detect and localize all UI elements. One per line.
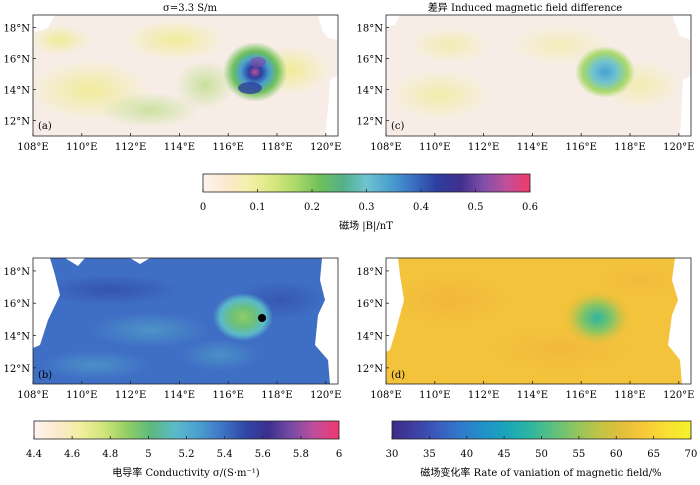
panel-c-xtick-label: 112°E	[468, 142, 499, 153]
colorbar-sigma-tick-label: 5.8	[293, 449, 309, 460]
panel-c-ytick-label: 14°N	[357, 85, 384, 96]
panel-b-ytick-label: 16°N	[4, 299, 31, 310]
colorbar-b-tick-label: 0.3	[359, 202, 375, 213]
colorbar-b-label: 磁场 |B|/nT	[339, 219, 393, 232]
panel-b-xtick-label: 116°E	[213, 390, 244, 401]
colorbar-rate-tick-label: 65	[647, 449, 660, 460]
panel-d-ytick-label: 18°N	[357, 267, 384, 278]
panel-b-ytick-label: 14°N	[4, 332, 31, 343]
panel-a-label: (a)	[38, 121, 52, 132]
panel-c-title: 差异 Induced magnetic field difference	[428, 1, 622, 14]
colorbar-sigma-tick-label: 5.4	[217, 449, 233, 460]
panel-c-ytick-label: 12°N	[357, 116, 384, 127]
eddy-center-marker	[258, 314, 266, 322]
colorbar-rate-tick-label: 40	[460, 449, 473, 460]
panel-c-xtick-label: 116°E	[566, 142, 597, 153]
panel-a-xtick-label: 114°E	[164, 142, 195, 153]
colorbar-sigma-tick-label: 5.6	[255, 449, 271, 460]
panel-b-xtick-label: 118°E	[261, 390, 292, 401]
colorbar-b-tick-label: 0.2	[304, 202, 320, 213]
colorbar-b: 0 0.1 0.2 0.3 0.4 0.5 0.6 磁场 |B|/nT	[200, 173, 538, 232]
panel-a-map	[33, 15, 338, 136]
panel-a: σ=3.3 S/m (a) 108°E 110°E 112°E 114°E 116°E 1…	[4, 3, 342, 153]
panel-d-label: (d)	[391, 370, 405, 381]
panel-a-ytick-label: 12°N	[4, 116, 31, 127]
colorbar-rate-tick-label: 55	[573, 449, 586, 460]
panel-c-ytick-label: 16°N	[357, 54, 384, 65]
panel-c-ytick-label: 18°N	[357, 23, 384, 34]
panel-b-map	[33, 258, 338, 384]
panel-c-xtick-label: 110°E	[419, 142, 450, 153]
panel-d-xtick-label: 112°E	[468, 390, 499, 401]
colorbar-b-tick-label: 0.5	[468, 202, 484, 213]
colorbar-sigma-tick-label: 4.6	[64, 449, 80, 460]
panel-d-xtick-label: 118°E	[614, 390, 645, 401]
panel-d-xtick-label: 120°E	[663, 390, 694, 401]
colorbar-sigma-label: 电导率 Conductivity σ/(S·m⁻¹)	[112, 466, 260, 479]
colorbar-rate-tick-label: 35	[423, 449, 436, 460]
colorbar-rate-tick-label: 50	[535, 449, 548, 460]
panel-a-xtick-label: 120°E	[310, 142, 341, 153]
panel-d-ytick-label: 16°N	[357, 299, 384, 310]
panel-d-xtick-label: 108°E	[370, 390, 401, 401]
colorbar-sigma-tick-label: 5.2	[179, 449, 195, 460]
panel-a-title: σ=3.3 S/m	[163, 3, 218, 14]
colorbar-sigma-tick-label: 4.8	[102, 449, 118, 460]
panel-d-ytick-label: 12°N	[357, 364, 384, 375]
colorbar-rate-label: 磁场变化率 Rate of vaniation of magnetic fiel…	[420, 466, 661, 479]
panel-b-xtick-label: 114°E	[164, 390, 195, 401]
panel-c-xtick-label: 118°E	[614, 142, 645, 153]
panel-b-xtick-label: 112°E	[115, 390, 146, 401]
colorbar-rate: 30 35 40 45 50 55 60 65 70 磁场变化率 Rate of vaniati…	[386, 420, 698, 479]
panel-d: (d) 108°E 110°E 112°E 114°E 116°E 118°E 120°E …	[357, 257, 694, 401]
panel-b-ytick-label: 12°N	[4, 364, 31, 375]
panel-b-xtick-label: 120°E	[310, 390, 341, 401]
colorbar-b-tick-label: 0.6	[522, 202, 538, 213]
panel-b: (b) 108°E 110°E 112°E 114°E 116°E 118°E 120°E …	[4, 257, 341, 401]
panel-b-label: (b)	[38, 370, 52, 381]
colorbar-rate-tick-label: 45	[498, 449, 511, 460]
panel-b-ytick-label: 18°N	[4, 267, 31, 278]
panel-c-xtick-label: 114°E	[517, 142, 548, 153]
panel-a-xtick-label: 108°E	[17, 142, 48, 153]
panel-a-ytick-label: 16°N	[4, 54, 31, 65]
colorbar-sigma-tick-label: 5	[145, 449, 151, 460]
panel-a-ytick-label: 18°N	[4, 23, 31, 34]
panel-a-xtick-label: 110°E	[66, 142, 97, 153]
colorbar-b-tick-label: 0	[200, 202, 206, 213]
colorbar-b-tick-label: 0.1	[250, 202, 266, 213]
panel-c-xtick-label: 108°E	[370, 142, 401, 153]
panel-a-ytick-label: 14°N	[4, 85, 31, 96]
panel-d-xtick-label: 114°E	[517, 390, 548, 401]
panel-d-ytick-label: 14°N	[357, 332, 384, 343]
panel-a-xtick-label: 118°E	[261, 142, 292, 153]
colorbar-b-tick-label: 0.4	[413, 202, 429, 213]
panel-d-map	[386, 258, 691, 384]
colorbar-rate-tick-label: 70	[685, 449, 698, 460]
panel-c-map	[386, 15, 691, 136]
panel-d-xtick-label: 110°E	[419, 390, 450, 401]
panel-b-xtick-label: 108°E	[17, 390, 48, 401]
colorbar-rate-tick-label: 60	[610, 449, 623, 460]
colorbar-sigma: 4.4 4.6 4.8 5 5.2 5.4 5.6 5.8 6 电导率 Conductivity…	[26, 420, 342, 479]
colorbar-sigma-tick-label: 4.4	[26, 449, 42, 460]
panel-b-xtick-label: 110°E	[66, 390, 97, 401]
colorbar-rate-tick-label: 30	[386, 449, 399, 460]
panel-c-xtick-label: 120°E	[663, 142, 694, 153]
panel-c-label: (c)	[391, 121, 405, 132]
panel-d-xtick-label: 116°E	[566, 390, 597, 401]
panel-a-xtick-label: 112°E	[115, 142, 146, 153]
panel-a-xtick-label: 116°E	[213, 142, 244, 153]
colorbar-sigma-tick-label: 6	[336, 449, 342, 460]
panel-c: 差异 Induced magnetic field difference (c)…	[357, 1, 695, 153]
